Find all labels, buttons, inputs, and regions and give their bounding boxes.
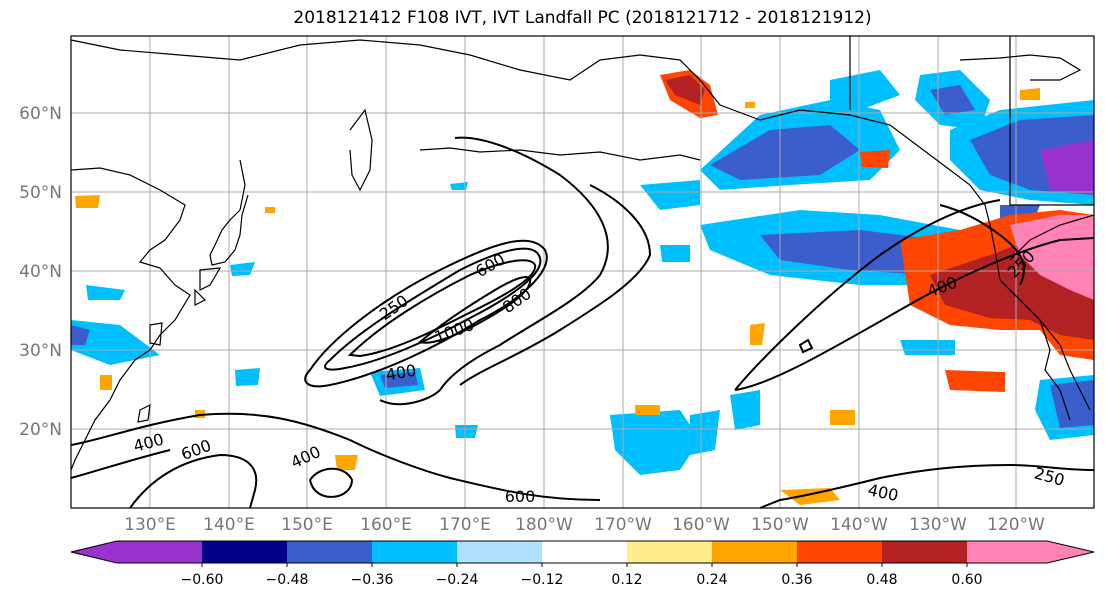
negative-anomaly-shading — [71, 70, 1094, 475]
map-title: 2018121412 F108 IVT, IVT Landfall PC (20… — [293, 8, 872, 28]
map-panel: 250 600 800 1000 400 400 600 400 600 400… — [70, 35, 1095, 509]
lat-label: 40°N — [19, 262, 62, 282]
lat-label: 60°N — [19, 104, 62, 124]
colorbar-swatch — [542, 541, 627, 563]
colorbar-tick-label: 0.24 — [696, 572, 727, 588]
lon-label: 130°W — [909, 515, 967, 535]
colorbar-swatch — [372, 541, 457, 563]
lon-label: 120°W — [987, 515, 1045, 535]
colorbar-tick-label: 0.60 — [951, 572, 982, 588]
colorbar-tick-label: 0.12 — [611, 572, 642, 588]
map-border — [70, 35, 1095, 509]
colorbar-tick-label: −0.60 — [181, 572, 224, 588]
longitude-labels: 130°E 140°E 150°E 160°E 170°E 180°W 170°… — [124, 515, 1045, 535]
lon-label: 150°E — [281, 515, 333, 535]
lon-label: 180°W — [515, 515, 573, 535]
contour-label: 600 — [505, 487, 536, 506]
lon-label: 130°E — [124, 515, 176, 535]
colorbar-swatch — [202, 541, 287, 563]
colorbar-tick-label: −0.24 — [436, 572, 479, 588]
lon-label: 140°W — [830, 515, 888, 535]
colorbar-swatch — [882, 541, 967, 563]
colorbar-swatch — [627, 541, 712, 563]
colorbar-tick-label: 0.48 — [866, 572, 897, 588]
colorbar-swatch — [457, 541, 542, 563]
coastlines — [70, 36, 1095, 471]
lon-label: 160°E — [360, 515, 412, 535]
colorbar-extend-low — [71, 541, 117, 563]
colorbar-swatch — [797, 541, 882, 563]
positive-anomaly-shading — [75, 70, 1094, 505]
lon-label: 140°E — [203, 515, 255, 535]
colorbar: −0.60 −0.48 −0.36 −0.24 −0.12 0.12 0.24 … — [70, 540, 1095, 588]
lat-label: 20°N — [19, 420, 62, 440]
lat-label: 30°N — [19, 341, 62, 361]
colorbar-swatch — [117, 541, 202, 563]
colorbar-tick-label: −0.12 — [521, 572, 564, 588]
lon-label: 170°E — [439, 515, 491, 535]
lat-label: 50°N — [19, 183, 62, 203]
colorbar-extend-high — [1047, 541, 1094, 563]
lon-label: 170°W — [594, 515, 652, 535]
colorbar-swatch — [287, 541, 372, 563]
lon-label: 150°W — [751, 515, 809, 535]
colorbar-tick-label: −0.48 — [266, 572, 309, 588]
latitude-labels: 60°N 50°N 40°N 30°N 20°N — [19, 104, 62, 440]
colorbar-swatch — [967, 541, 1047, 563]
lon-label: 160°W — [672, 515, 730, 535]
colorbar-tick-label: −0.36 — [351, 572, 394, 588]
colorbar-tick-label: 0.36 — [781, 572, 812, 588]
ivt-contours — [70, 136, 1095, 509]
colorbar-swatch — [712, 541, 797, 563]
